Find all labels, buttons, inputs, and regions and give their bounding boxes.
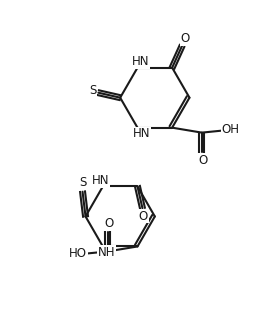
- Text: O: O: [198, 154, 207, 167]
- Text: NH: NH: [98, 246, 116, 259]
- Text: HN: HN: [133, 127, 150, 140]
- Text: HN: HN: [92, 174, 110, 187]
- Text: O: O: [104, 217, 113, 230]
- Text: OH: OH: [222, 123, 240, 136]
- Text: HO: HO: [69, 247, 87, 260]
- Text: HN: HN: [132, 55, 149, 68]
- Text: S: S: [79, 176, 86, 189]
- Text: O: O: [180, 32, 190, 45]
- Text: O: O: [139, 210, 148, 223]
- Text: S: S: [89, 84, 96, 97]
